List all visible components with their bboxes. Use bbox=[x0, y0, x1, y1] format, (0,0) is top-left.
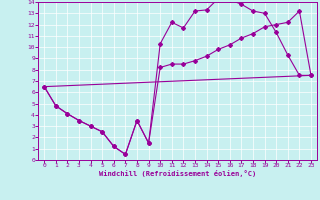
X-axis label: Windchill (Refroidissement éolien,°C): Windchill (Refroidissement éolien,°C) bbox=[99, 170, 256, 177]
